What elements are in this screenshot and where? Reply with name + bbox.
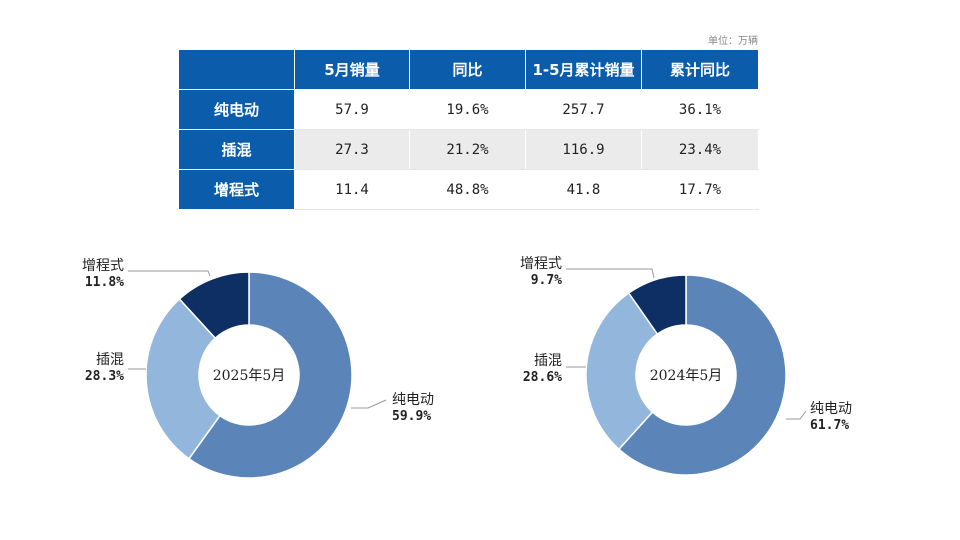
row-label-phev: 插混 xyxy=(178,129,295,170)
slice-label: 纯电动 xyxy=(810,401,852,417)
table-header-row: 5月销量 同比 1-5月累计销量 累计同比 xyxy=(178,49,759,90)
leader-line xyxy=(128,270,211,277)
header-ytd-yoy: 累计同比 xyxy=(641,49,759,90)
slice-label: 增程式 xyxy=(520,256,562,272)
row-label-erev: 增程式 xyxy=(178,169,295,210)
slice-label: 纯电动 xyxy=(392,392,434,408)
donut-slice xyxy=(627,274,687,336)
table-cell: 41.8 xyxy=(525,169,642,210)
table-row: 插混 27.3 21.2% 116.9 23.4% xyxy=(178,129,759,170)
donut-slice xyxy=(178,271,250,340)
table-cell: 257.7 xyxy=(525,89,642,130)
header-yoy: 同比 xyxy=(409,49,526,90)
table-row: 增程式 11.4 48.8% 41.8 17.7% xyxy=(178,169,759,210)
slice-percent-label: 9.7% xyxy=(531,273,562,288)
slice-percent-label: 28.6% xyxy=(523,370,562,385)
donut-slice xyxy=(617,274,787,476)
unit-label: 单位：万辆 xyxy=(708,36,758,47)
donut-center-label: 2024年5月 xyxy=(650,368,723,384)
header-corner xyxy=(178,49,295,90)
donut-slice xyxy=(585,291,659,451)
donut-slice xyxy=(145,297,221,460)
donut-center-label: 2025年5月 xyxy=(213,368,286,384)
slice-label: 增程式 xyxy=(82,258,124,274)
leader-line xyxy=(786,410,807,420)
table-cell: 17.7% xyxy=(641,169,759,210)
leader-line xyxy=(351,399,387,409)
row-label-bev: 纯电动 xyxy=(178,89,295,130)
table-cell: 23.4% xyxy=(641,129,759,170)
slice-percent-label: 28.3% xyxy=(85,369,124,384)
table-cell: 36.1% xyxy=(641,89,759,130)
leader-line xyxy=(566,268,655,279)
table-cell: 48.8% xyxy=(409,169,526,210)
table-row: 纯电动 57.9 19.6% 257.7 36.1% xyxy=(178,89,759,130)
slice-label: 插混 xyxy=(96,352,124,368)
header-ytd-sales: 1-5月累计销量 xyxy=(525,49,642,90)
slice-percent-label: 11.8% xyxy=(85,275,124,290)
table-cell: 21.2% xyxy=(409,129,526,170)
donut-slice xyxy=(187,271,353,479)
sales-table: 5月销量 同比 1-5月累计销量 累计同比 纯电动 57.9 19.6% 257… xyxy=(178,49,759,210)
slice-percent-label: 61.7% xyxy=(810,418,849,433)
table-cell: 27.3 xyxy=(294,129,410,170)
slice-percent-label: 59.9% xyxy=(392,409,431,424)
table-cell: 11.4 xyxy=(294,169,410,210)
table-cell: 116.9 xyxy=(525,129,642,170)
slice-label: 插混 xyxy=(534,353,562,369)
